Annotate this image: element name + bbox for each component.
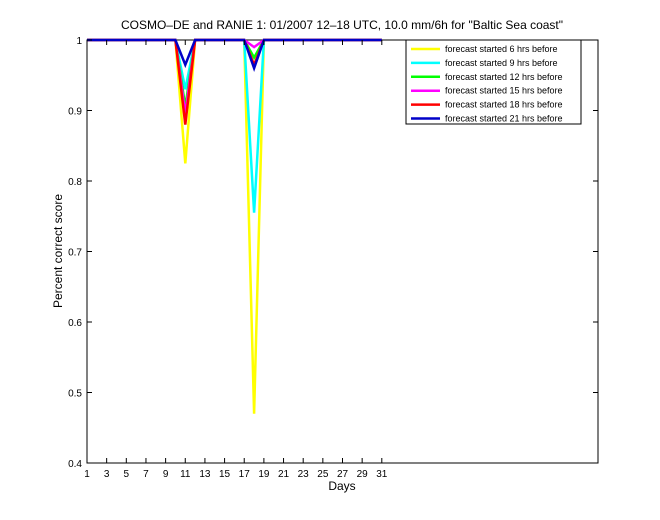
x-tick-label-10: 19 (258, 469, 270, 480)
x-tick-label-11: 21 (278, 469, 290, 480)
y-tick-label-6: 0.9 (68, 107, 82, 118)
series-layer (87, 38, 382, 414)
legend-box (405, 39, 582, 125)
x-tick-label-15: 29 (357, 469, 369, 480)
legend-label-1: forecast started 6 hrs before (445, 44, 558, 54)
legend-label-2: forecast started 9 hrs before (445, 58, 558, 68)
x-tick-label-5: 9 (163, 469, 169, 480)
y-tick-label-2: 0.5 (68, 389, 82, 400)
y-axis-label: Percent correct score (51, 194, 65, 308)
x-tick-label-8: 15 (219, 469, 231, 480)
y-tick-label-7: 1 (76, 36, 82, 47)
legend-label-4: forecast started 15 hrs before (445, 86, 563, 96)
x-tick-label-4: 7 (143, 469, 149, 480)
x-axis-label: Days (328, 479, 355, 493)
x-tick-label-3: 5 (124, 469, 130, 480)
y-axis: 0.4 0.5 0.6 0.7 0.8 0.9 1 (68, 36, 598, 470)
x-tick-label-9: 17 (239, 469, 251, 480)
x-tick-label-7: 13 (199, 469, 211, 480)
y-tick-label-3: 0.6 (68, 318, 82, 329)
legend-label-6: forecast started 21 hrs before (445, 114, 563, 124)
x-tick-label-13: 25 (317, 469, 329, 480)
y-tick-label-5: 0.8 (68, 177, 82, 188)
series-line-6 (87, 38, 382, 72)
x-axis: 1 3 5 7 9 11 13 15 17 19 21 23 25 27 29 31 (84, 40, 388, 480)
chart-title: COSMO–DE and RANIE 1: 01/2007 12–18 UTC,… (121, 18, 563, 32)
x-tick-label-6: 11 (180, 469, 191, 480)
y-tick-label-1: 0.4 (68, 459, 82, 470)
x-tick-label-12: 23 (298, 469, 310, 480)
x-tick-label-14: 27 (337, 469, 349, 480)
x-tick-label-16: 31 (376, 469, 388, 480)
legend-label-5: forecast started 18 hrs before (445, 100, 563, 110)
x-tick-label-2: 3 (104, 469, 110, 480)
y-tick-label-4: 0.7 (68, 248, 82, 259)
legend-label-3: forecast started 12 hrs before (445, 72, 563, 82)
legend: forecast started 6 hrs before forecast st… (405, 39, 582, 125)
x-tick-label-1: 1 (84, 469, 90, 480)
